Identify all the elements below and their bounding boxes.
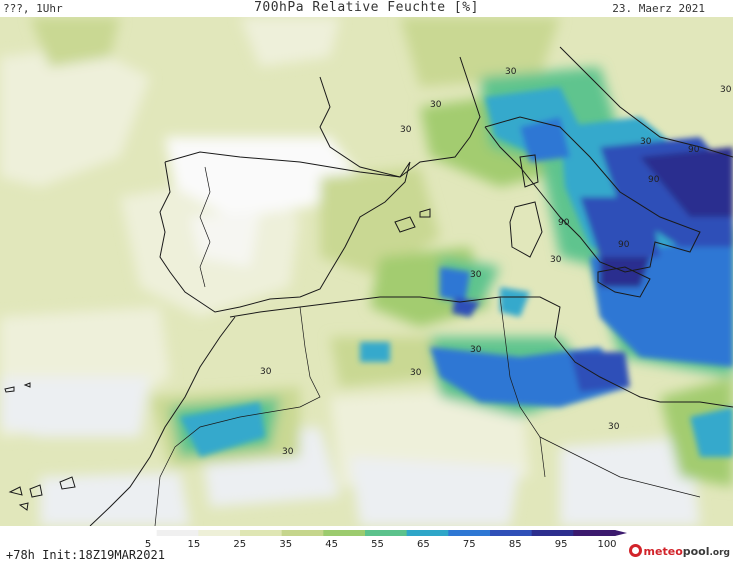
meteopool-logo: meteopool.org bbox=[628, 544, 730, 558]
contour-label: 30 bbox=[470, 345, 482, 355]
map-footer: 5 15 25 35 45 55 65 75 85 95 100 +78h Init:18Z19MA… bbox=[0, 526, 733, 566]
contour-label: 30 bbox=[282, 447, 294, 457]
contour-labels: 30 30 30 30 30 30 30 30 30 30 30 30 90 9… bbox=[260, 67, 732, 457]
colorbar-tick-label: 35 bbox=[279, 539, 292, 548]
contour-label: 30 bbox=[400, 125, 412, 135]
colorbar-ticks: 5 15 25 35 45 55 65 75 85 95 100 bbox=[145, 539, 617, 548]
colorbar-swatch bbox=[198, 530, 241, 536]
colorbar-swatch bbox=[490, 530, 533, 536]
colorbar-swatch bbox=[365, 530, 408, 536]
init-time: +78h Init:18Z19MAR2021 bbox=[6, 548, 165, 562]
contour-label: 30 bbox=[430, 100, 442, 110]
map-header: ???, 1Uhr 700hPa Relative Feuchte [%] 23… bbox=[0, 0, 733, 17]
contour-label: 30 bbox=[410, 368, 422, 378]
colorbar-swatch bbox=[573, 530, 616, 536]
colorbar-swatch bbox=[448, 530, 491, 536]
colorbar-swatch bbox=[531, 530, 574, 536]
colorbar-tick-label: 15 bbox=[188, 539, 201, 548]
colorbar-swatches bbox=[115, 530, 627, 536]
contour-label: 90 bbox=[618, 240, 630, 250]
contour-label: 90 bbox=[688, 145, 700, 155]
contour-label: 90 bbox=[558, 218, 570, 228]
colorbar-swatch bbox=[406, 530, 449, 536]
colorbar-tick-label: 25 bbox=[233, 539, 246, 548]
contour-label: 30 bbox=[608, 422, 620, 432]
colorbar-tick-label: 100 bbox=[597, 539, 616, 548]
contour-label: 90 bbox=[648, 175, 660, 185]
colorbar-tick-label: 85 bbox=[509, 539, 522, 548]
colorbar: 5 15 25 35 45 55 65 75 85 95 100 bbox=[115, 530, 627, 548]
colorbar-arrow bbox=[615, 530, 627, 536]
contour-label: 30 bbox=[505, 67, 517, 77]
contour-label: 30 bbox=[640, 137, 652, 147]
colorbar-swatch bbox=[115, 530, 158, 536]
colorbar-tick-label: 75 bbox=[463, 539, 476, 548]
globe-icon bbox=[628, 544, 642, 557]
colorbar-tick-label: 5 bbox=[145, 539, 151, 548]
contour-label: 30 bbox=[470, 270, 482, 280]
contour-label: 30 bbox=[720, 85, 732, 95]
forecast-time: ???, 1Uhr bbox=[3, 2, 63, 15]
colorbar-swatch bbox=[156, 530, 199, 536]
colorbar-swatch bbox=[240, 530, 283, 536]
colorbar-tick-label: 95 bbox=[555, 539, 568, 548]
forecast-date: 23. Maerz 2021 bbox=[612, 2, 705, 15]
colorbar-tick-label: 45 bbox=[325, 539, 338, 548]
map-canvas: 30 30 30 30 30 30 30 30 30 30 30 30 90 9… bbox=[0, 17, 733, 526]
colorbar-tick-label: 65 bbox=[417, 539, 430, 548]
contour-label: 30 bbox=[260, 367, 272, 377]
colorbar-swatch bbox=[281, 530, 324, 536]
colorbar-tick-label: 55 bbox=[371, 539, 384, 548]
humidity-field-high bbox=[180, 87, 733, 457]
contour-label: 30 bbox=[550, 255, 562, 265]
coastlines bbox=[4, 46, 733, 526]
map-title: 700hPa Relative Feuchte [%] bbox=[254, 0, 479, 15]
colorbar-swatch bbox=[323, 530, 366, 536]
humidity-map: 30 30 30 30 30 30 30 30 30 30 30 30 90 9… bbox=[0, 17, 733, 526]
